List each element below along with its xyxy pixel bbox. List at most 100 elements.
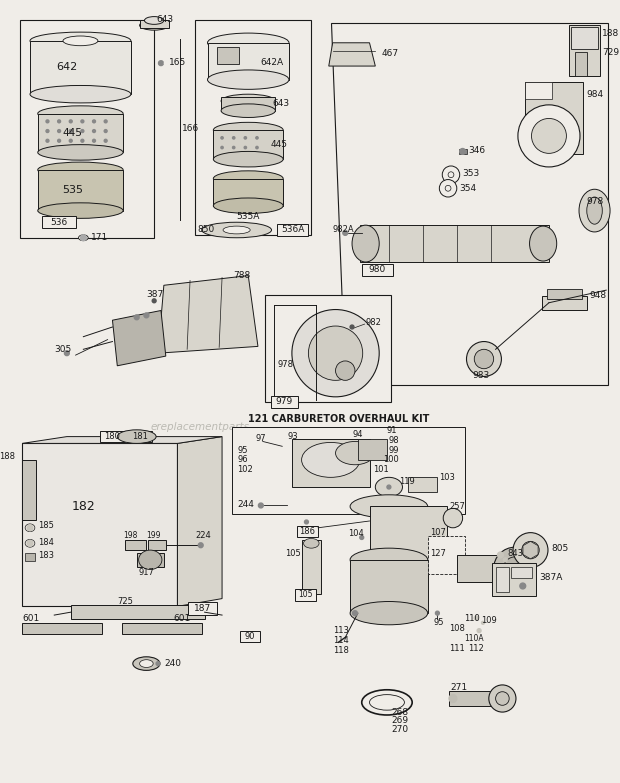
Text: 240: 240 <box>164 659 181 668</box>
Bar <box>208 43 289 80</box>
Text: 105: 105 <box>298 590 312 599</box>
Text: 113: 113 <box>333 626 348 635</box>
Ellipse shape <box>198 543 203 547</box>
Ellipse shape <box>92 139 95 143</box>
Ellipse shape <box>259 503 263 508</box>
Ellipse shape <box>38 145 123 161</box>
Ellipse shape <box>221 137 223 139</box>
Text: 387A: 387A <box>539 572 562 582</box>
Text: 94: 94 <box>352 430 363 439</box>
Ellipse shape <box>474 616 478 620</box>
Bar <box>571 27 598 49</box>
Ellipse shape <box>350 495 428 518</box>
Text: 100: 100 <box>383 456 399 464</box>
Text: ereplacementparts: ereplacementparts <box>150 422 249 432</box>
Text: 917: 917 <box>138 568 154 577</box>
Text: 166: 166 <box>182 124 200 132</box>
Ellipse shape <box>46 139 49 143</box>
Ellipse shape <box>46 120 49 123</box>
Ellipse shape <box>495 691 509 705</box>
Ellipse shape <box>144 16 164 24</box>
Text: 109: 109 <box>481 616 497 626</box>
Bar <box>232 427 464 514</box>
Ellipse shape <box>135 315 139 319</box>
Text: 180: 180 <box>105 432 120 441</box>
Bar <box>136 553 164 567</box>
Ellipse shape <box>579 189 610 232</box>
Bar <box>301 540 321 594</box>
Ellipse shape <box>30 85 131 103</box>
Ellipse shape <box>117 430 156 443</box>
Ellipse shape <box>520 583 526 589</box>
Ellipse shape <box>459 149 466 154</box>
Text: 107: 107 <box>430 529 446 537</box>
Text: 805: 805 <box>551 543 568 553</box>
Text: 978: 978 <box>277 360 293 370</box>
Bar <box>30 41 131 94</box>
Ellipse shape <box>92 120 95 123</box>
Text: 112: 112 <box>469 644 484 652</box>
Text: 199: 199 <box>146 531 161 540</box>
Ellipse shape <box>81 120 84 123</box>
Ellipse shape <box>448 171 454 178</box>
Ellipse shape <box>256 137 258 139</box>
Text: 188: 188 <box>0 452 16 460</box>
Text: 982: 982 <box>366 318 381 327</box>
Polygon shape <box>177 437 222 606</box>
Text: 183: 183 <box>38 551 54 561</box>
Ellipse shape <box>440 179 457 197</box>
Text: 445: 445 <box>270 140 288 149</box>
Ellipse shape <box>156 662 160 666</box>
Ellipse shape <box>213 122 283 138</box>
Bar <box>428 536 464 575</box>
Text: 984: 984 <box>587 90 604 99</box>
Ellipse shape <box>159 61 164 66</box>
Ellipse shape <box>256 146 258 149</box>
Text: 536: 536 <box>50 218 67 227</box>
Ellipse shape <box>304 539 319 548</box>
Text: 535A: 535A <box>237 212 260 221</box>
Ellipse shape <box>352 226 379 262</box>
Ellipse shape <box>350 325 354 329</box>
Ellipse shape <box>58 139 61 143</box>
Ellipse shape <box>81 235 86 240</box>
Ellipse shape <box>81 139 84 143</box>
Ellipse shape <box>64 351 69 355</box>
Bar <box>140 20 169 28</box>
Text: 184: 184 <box>38 538 54 547</box>
Text: 118: 118 <box>333 645 348 655</box>
Text: 983: 983 <box>472 371 490 380</box>
Text: 643: 643 <box>156 15 173 24</box>
Ellipse shape <box>304 520 308 524</box>
Bar <box>122 622 202 634</box>
Text: 127: 127 <box>430 549 446 557</box>
Ellipse shape <box>213 171 283 186</box>
Text: 224: 224 <box>195 531 211 540</box>
Text: 181: 181 <box>131 432 148 441</box>
Polygon shape <box>330 23 608 385</box>
Ellipse shape <box>38 106 123 121</box>
Bar <box>213 179 283 206</box>
Text: 387: 387 <box>146 290 164 299</box>
Text: 165: 165 <box>169 58 186 67</box>
Text: 268: 268 <box>392 708 409 716</box>
Text: 346: 346 <box>469 146 485 155</box>
Text: 271: 271 <box>450 684 467 692</box>
Text: 269: 269 <box>392 716 409 725</box>
Ellipse shape <box>360 536 364 539</box>
Ellipse shape <box>213 198 283 214</box>
Ellipse shape <box>69 139 72 143</box>
Bar <box>295 589 316 601</box>
Text: 948: 948 <box>590 291 607 301</box>
Text: 102: 102 <box>237 465 254 474</box>
Bar <box>492 563 536 596</box>
Text: 601: 601 <box>174 615 191 623</box>
Ellipse shape <box>139 550 162 569</box>
Ellipse shape <box>221 146 223 149</box>
Text: 467: 467 <box>381 49 398 58</box>
Text: 110A: 110A <box>464 634 484 643</box>
Bar <box>25 553 35 561</box>
Bar <box>22 622 102 634</box>
Bar <box>569 25 600 76</box>
Ellipse shape <box>221 104 275 117</box>
